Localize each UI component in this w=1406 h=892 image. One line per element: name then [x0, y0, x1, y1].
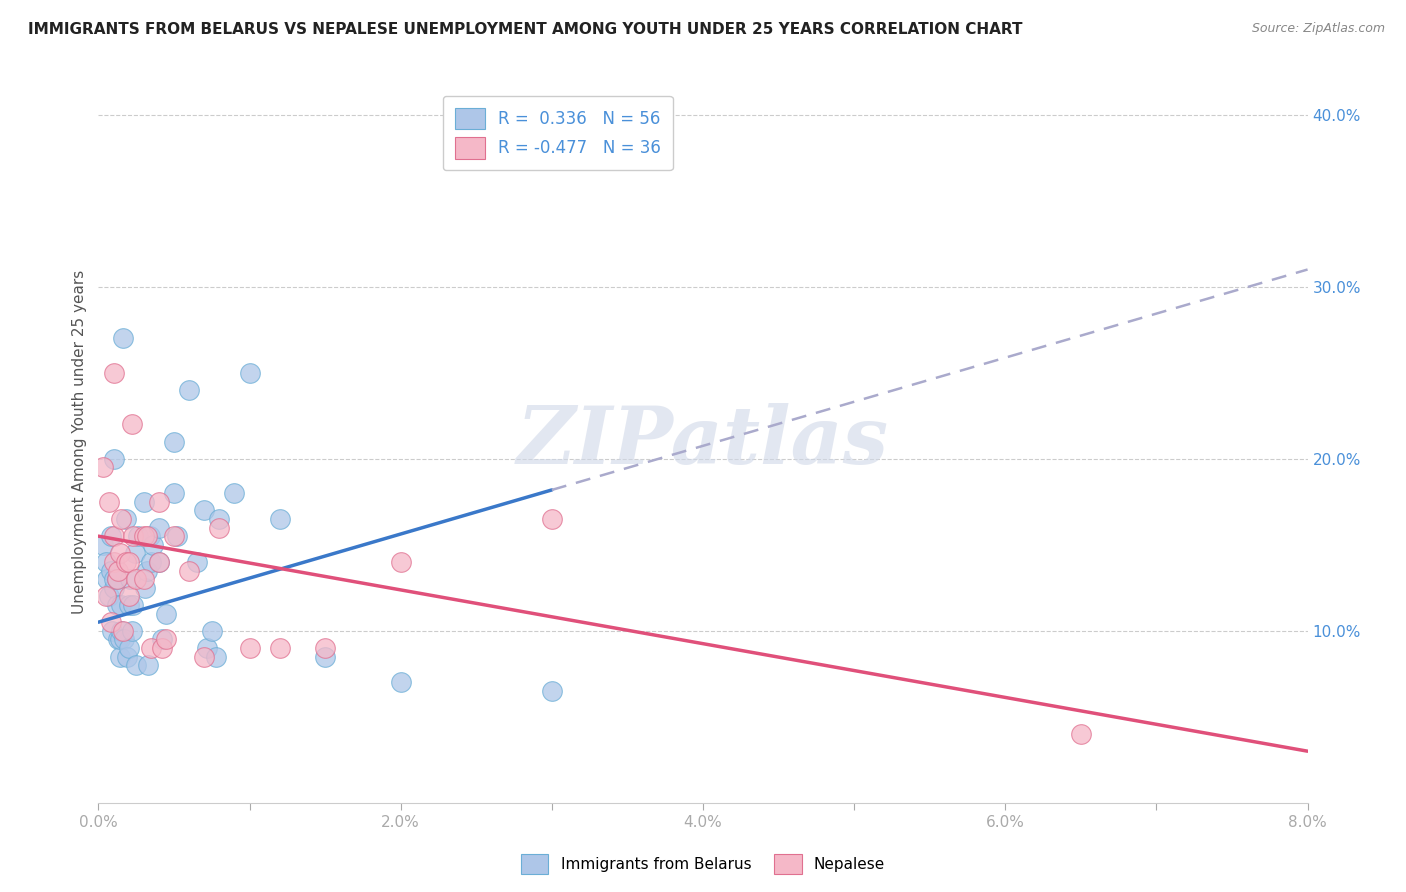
Point: [108, 546, 131, 560]
Point: [125, 572, 148, 586]
Point: [105, 598, 128, 612]
Point: [208, 512, 231, 526]
Point: [135, 564, 157, 578]
Point: [150, 632, 173, 647]
Point: [101, 624, 124, 638]
Point: [193, 649, 215, 664]
Point: [94, 555, 117, 569]
Point: [118, 555, 141, 569]
Point: [122, 529, 145, 543]
Point: [103, 529, 125, 543]
Point: [118, 640, 141, 655]
Point: [389, 675, 412, 690]
Point: [103, 581, 125, 595]
Text: ZIPatlas: ZIPatlas: [517, 403, 889, 480]
Point: [94, 590, 117, 604]
Point: [314, 640, 336, 655]
Point: [105, 572, 128, 586]
Point: [110, 512, 132, 526]
Legend: Immigrants from Belarus, Nepalese: Immigrants from Belarus, Nepalese: [515, 848, 891, 880]
Y-axis label: Unemployment Among Youth under 25 years: Unemployment Among Youth under 25 years: [72, 269, 87, 614]
Point: [163, 486, 186, 500]
Point: [269, 640, 291, 655]
Point: [166, 529, 188, 543]
Point: [110, 624, 132, 638]
Point: [100, 564, 122, 578]
Point: [103, 451, 125, 466]
Point: [132, 529, 155, 543]
Point: [132, 572, 155, 586]
Point: [108, 649, 131, 664]
Point: [148, 555, 170, 569]
Point: [134, 581, 156, 595]
Point: [148, 520, 170, 534]
Point: [389, 555, 412, 569]
Point: [91, 538, 114, 552]
Point: [195, 640, 218, 655]
Point: [110, 598, 132, 612]
Point: [121, 624, 143, 638]
Point: [150, 640, 173, 655]
Point: [193, 503, 215, 517]
Point: [114, 512, 136, 526]
Point: [121, 417, 143, 432]
Point: [111, 331, 134, 345]
Point: [111, 624, 134, 638]
Point: [115, 649, 138, 664]
Point: [118, 590, 141, 604]
Point: [155, 607, 177, 621]
Point: [186, 555, 208, 569]
Text: Source: ZipAtlas.com: Source: ZipAtlas.com: [1251, 22, 1385, 36]
Point: [103, 366, 125, 380]
Point: [201, 624, 224, 638]
Point: [120, 572, 142, 586]
Point: [114, 555, 136, 569]
Point: [148, 555, 170, 569]
Point: [224, 486, 246, 500]
Point: [163, 529, 186, 543]
Point: [155, 632, 177, 647]
Point: [205, 649, 228, 664]
Point: [142, 538, 165, 552]
Point: [103, 572, 125, 586]
Point: [125, 658, 148, 673]
Point: [98, 494, 121, 508]
Point: [239, 366, 262, 380]
Point: [96, 572, 118, 586]
Point: [122, 598, 145, 612]
Point: [107, 632, 129, 647]
Point: [136, 658, 159, 673]
Point: [112, 632, 135, 647]
Point: [148, 494, 170, 508]
Point: [141, 640, 163, 655]
Point: [103, 555, 125, 569]
Point: [179, 383, 201, 397]
Point: [98, 590, 121, 604]
Point: [135, 529, 157, 543]
Point: [108, 632, 131, 647]
Point: [91, 460, 114, 475]
Point: [107, 564, 129, 578]
Point: [124, 546, 146, 560]
Point: [100, 529, 122, 543]
Point: [239, 640, 262, 655]
Point: [139, 529, 162, 543]
Point: [314, 649, 336, 664]
Point: [105, 572, 128, 586]
Point: [132, 494, 155, 508]
Point: [540, 684, 562, 698]
Point: [1070, 727, 1092, 741]
Point: [540, 512, 562, 526]
Point: [269, 512, 291, 526]
Point: [141, 555, 163, 569]
Point: [118, 598, 141, 612]
Legend: R =  0.336   N = 56, R = -0.477   N = 36: R = 0.336 N = 56, R = -0.477 N = 36: [443, 95, 672, 170]
Point: [100, 615, 122, 630]
Point: [163, 434, 186, 449]
Point: [127, 529, 149, 543]
Point: [179, 564, 201, 578]
Point: [208, 520, 231, 534]
Text: IMMIGRANTS FROM BELARUS VS NEPALESE UNEMPLOYMENT AMONG YOUTH UNDER 25 YEARS CORR: IMMIGRANTS FROM BELARUS VS NEPALESE UNEM…: [28, 22, 1022, 37]
